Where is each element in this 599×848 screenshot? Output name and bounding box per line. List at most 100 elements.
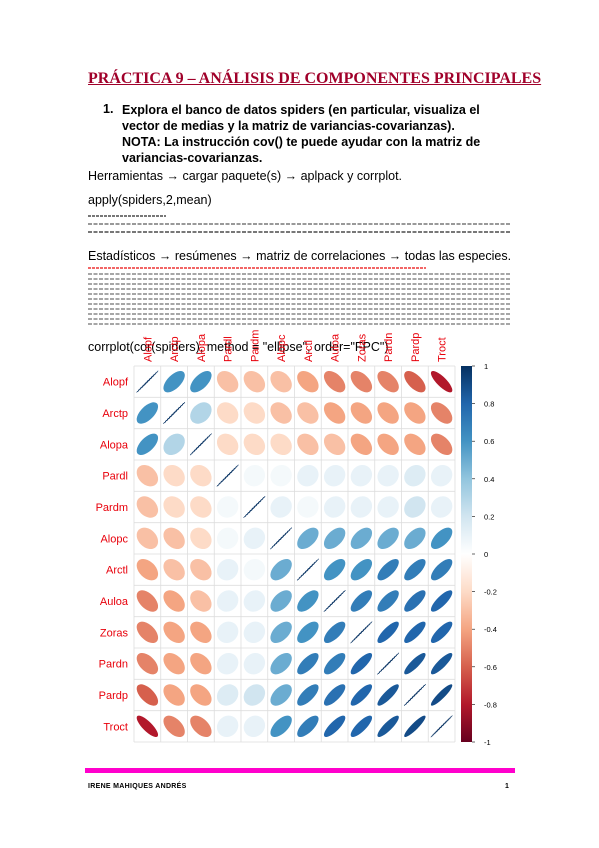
correlation-ellipse (377, 621, 399, 644)
correlation-ellipse (190, 590, 212, 612)
correlation-ellipse (430, 433, 453, 456)
correlation-ellipse (430, 621, 453, 644)
row-label: Arctl (106, 565, 128, 577)
correlation-ellipse (323, 621, 346, 644)
correlation-ellipse (163, 496, 185, 518)
correlation-ellipse (163, 715, 185, 738)
correlation-ellipse (377, 370, 399, 393)
text-line: corrplot(cor(spiders), method = "ellipse… (88, 340, 389, 354)
correlation-ellipse (243, 433, 266, 456)
correlation-ellipse (136, 496, 159, 518)
column-label: Alopa (196, 333, 208, 362)
correlation-ellipse (163, 370, 185, 393)
correlation-ellipse (430, 370, 453, 393)
colorbar-tick-label: -0.8 (484, 700, 497, 709)
correlation-ellipse (350, 590, 373, 612)
text-line: apply(spiders,2,mean) (88, 193, 212, 207)
correlation-ellipse (190, 527, 212, 550)
correlation-ellipse (190, 370, 212, 393)
correlation-ellipse (377, 652, 400, 675)
correlation-ellipse (350, 433, 373, 456)
correlation-ellipse (136, 464, 159, 487)
correlation-ellipse (430, 402, 453, 424)
correlation-ellipse (270, 652, 292, 675)
correlation-ellipse (323, 652, 346, 675)
correlation-ellipse (243, 652, 266, 675)
correlation-ellipse (243, 370, 266, 393)
correlation-ellipse (404, 558, 426, 581)
colorbar-tick-label: -0.2 (484, 588, 497, 597)
correlation-ellipse (404, 715, 426, 738)
correlation-ellipse (323, 496, 346, 518)
colorbar-tick-label: 0.6 (484, 437, 494, 446)
correlation-ellipse (377, 715, 399, 738)
correlation-ellipse (243, 684, 266, 706)
correlation-ellipse (163, 590, 185, 612)
row-label: Pardl (102, 471, 128, 483)
correlation-ellipse (136, 433, 159, 456)
correlation-ellipse (377, 684, 399, 706)
correlation-ellipse (163, 464, 185, 487)
column-label: Pardn (383, 333, 395, 362)
correlation-ellipse (323, 558, 346, 581)
correlation-ellipse (350, 558, 373, 581)
correlation-ellipse (216, 370, 239, 393)
correlation-ellipse (404, 527, 426, 550)
correlation-ellipse (404, 433, 426, 456)
colorbar-tick-label: 0.8 (484, 400, 494, 409)
correlation-ellipse (243, 464, 266, 487)
correlation-ellipse (350, 621, 373, 644)
correlation-ellipse (136, 684, 159, 706)
correlation-ellipse (350, 370, 373, 393)
row-label: Pardp (99, 690, 128, 702)
correlation-ellipse (377, 496, 399, 518)
correlation-ellipse (403, 683, 426, 707)
correlation-ellipse (243, 558, 266, 581)
correlation-ellipse (189, 433, 212, 456)
row-label: Troct (103, 721, 128, 733)
correlation-ellipse (297, 621, 319, 644)
colorbar-tick-label: 0.2 (484, 512, 494, 521)
item-number: 1. (103, 102, 114, 116)
correlation-ellipse (243, 402, 266, 424)
column-label: Arctl (303, 340, 315, 362)
correlation-ellipse (190, 464, 212, 487)
correlation-ellipse (377, 433, 399, 456)
column-label: Troct (437, 337, 449, 362)
row-label: Alopa (100, 439, 129, 451)
correlation-ellipse (350, 715, 373, 738)
correlation-ellipse (270, 621, 292, 644)
correlation-ellipse (297, 464, 319, 487)
correlation-ellipse (377, 464, 399, 487)
row-label: Pardm (96, 502, 128, 514)
correlation-ellipse (430, 496, 453, 518)
correlation-ellipse (136, 715, 159, 738)
correlation-ellipse (190, 715, 212, 738)
corrplot: Alopf Alopf Arctp Arctp Alopa Alopa Pardl Pardl… (96, 330, 497, 747)
row-label: Alopf (103, 377, 129, 389)
correlation-ellipse (270, 684, 292, 706)
column-label: Arctp (169, 336, 181, 362)
correlation-ellipse (270, 433, 292, 456)
correlation-ellipse (216, 402, 239, 424)
correlation-ellipse (323, 684, 346, 706)
correlation-ellipse (297, 496, 319, 518)
correlation-ellipse (190, 496, 212, 518)
correlation-ellipse (430, 684, 453, 706)
colorbar-tick-label: -0.4 (484, 625, 497, 634)
correlation-ellipse (163, 401, 186, 425)
column-label: Pardl (223, 336, 235, 362)
correlation-ellipse (430, 558, 453, 581)
correlation-ellipse (136, 527, 159, 550)
correlation-ellipse (430, 464, 453, 487)
correlation-ellipse (297, 433, 319, 456)
correlation-ellipse (243, 621, 266, 644)
correlation-ellipse (243, 495, 266, 519)
correlation-ellipse (216, 590, 239, 612)
correlation-ellipse (323, 433, 346, 456)
correlation-ellipse (297, 402, 319, 424)
correlation-ellipse (216, 621, 239, 644)
correlation-ellipse (297, 590, 319, 612)
correlation-ellipse (136, 621, 159, 644)
column-label: Alopc (276, 334, 288, 362)
